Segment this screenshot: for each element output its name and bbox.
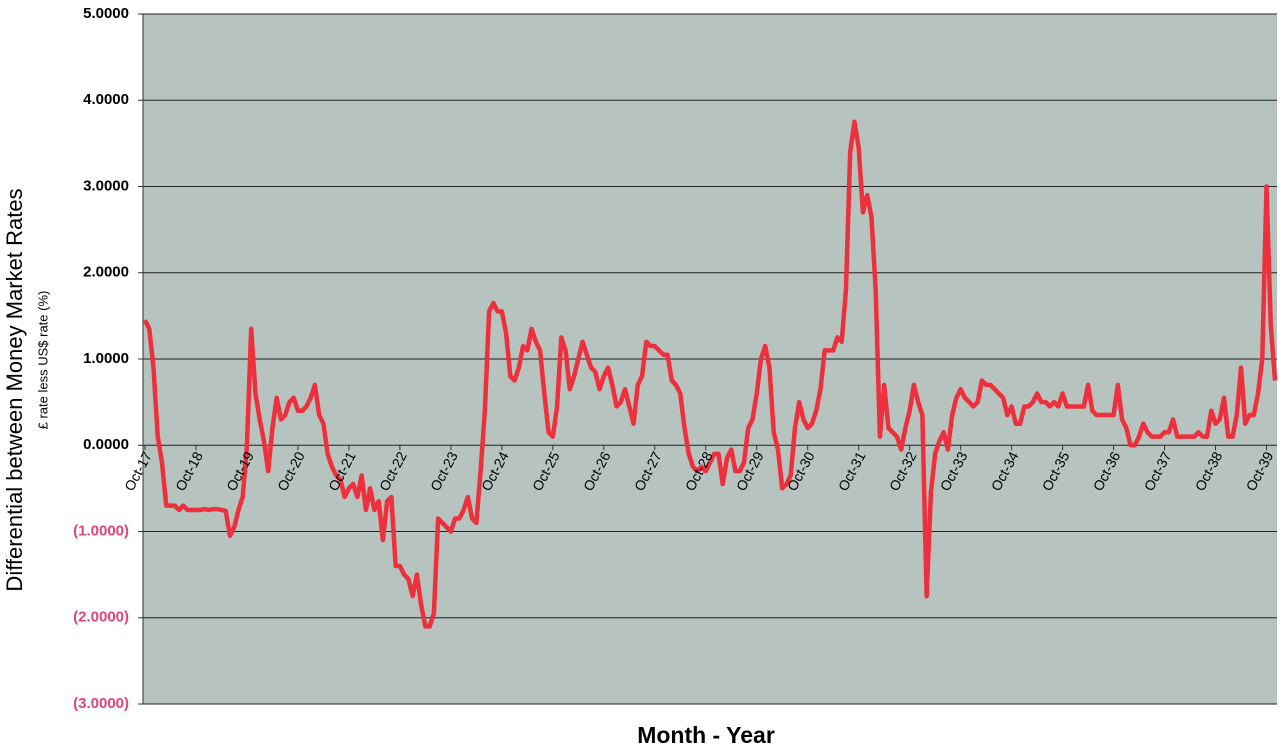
y-tick-label: 0.0000 [83, 436, 129, 453]
y-tick-label: 4.0000 [83, 91, 129, 108]
y-tick-label: (1.0000) [73, 522, 129, 539]
y-axis-subtitle: £ rate less US$ rate (%) [35, 291, 50, 430]
y-axis-title: Differential between Money Market Rates [2, 188, 27, 591]
y-tick-label: 3.0000 [83, 177, 129, 194]
y-tick-label: 2.0000 [83, 264, 129, 281]
y-tick-label: (2.0000) [73, 609, 129, 626]
x-axis-title: Month - Year [637, 722, 775, 748]
y-tick-label: 5.0000 [83, 5, 129, 22]
y-tick-label: (3.0000) [73, 695, 129, 712]
data-line [142, 119, 1278, 629]
y-tick-label: 1.0000 [83, 350, 129, 367]
